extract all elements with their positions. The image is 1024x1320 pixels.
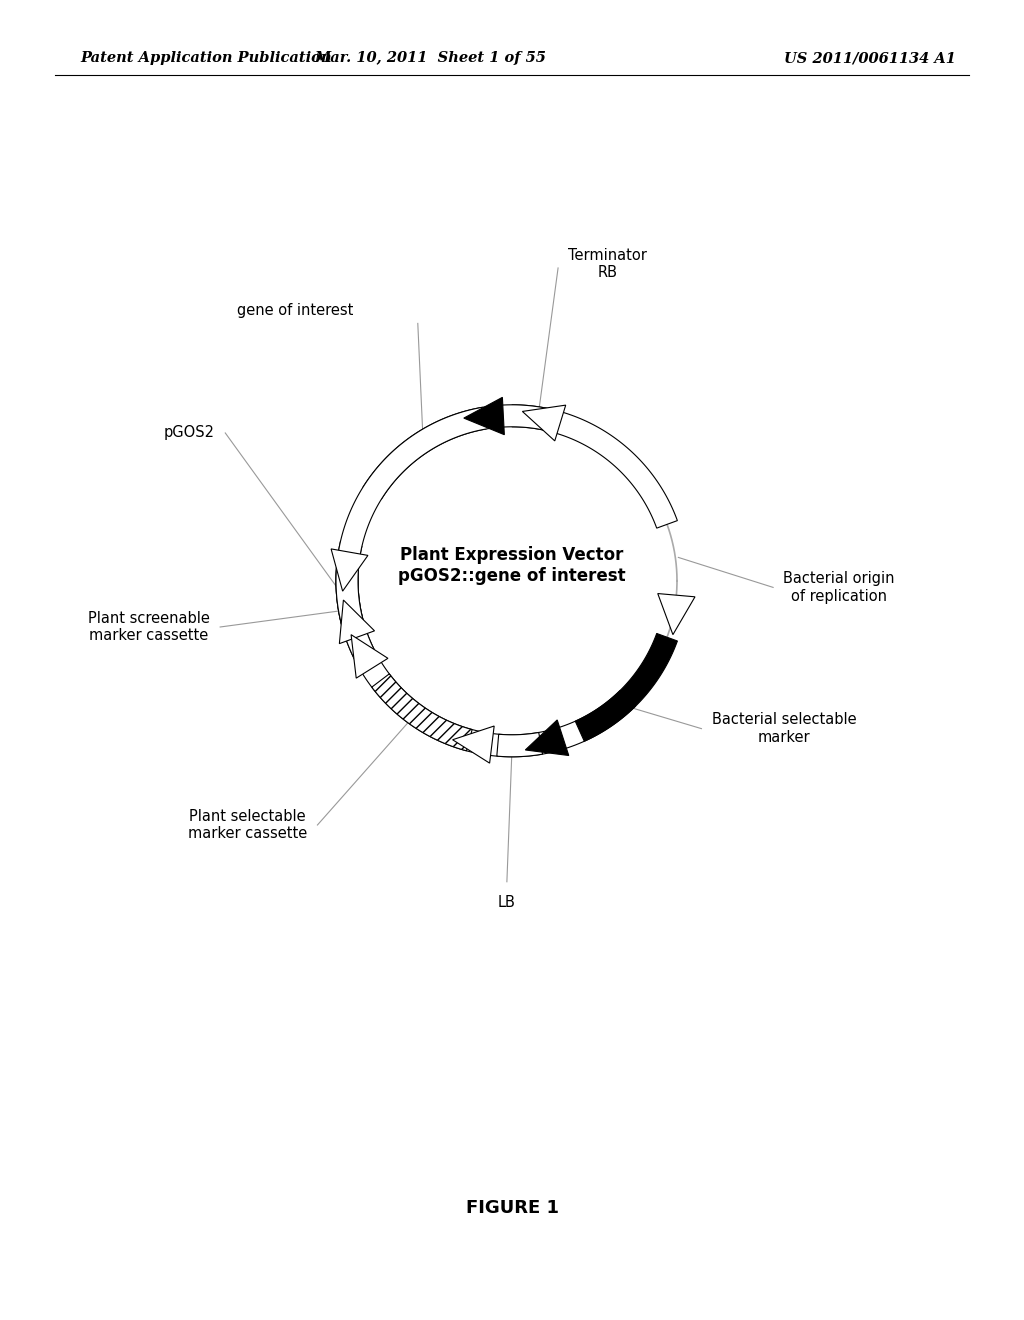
Polygon shape bbox=[522, 405, 565, 441]
Polygon shape bbox=[525, 719, 568, 755]
Text: Plant selectable
marker cassette: Plant selectable marker cassette bbox=[188, 809, 307, 841]
Text: pGOS2: pGOS2 bbox=[164, 425, 215, 441]
Text: Terminator
RB: Terminator RB bbox=[568, 248, 647, 280]
Polygon shape bbox=[362, 408, 486, 499]
Polygon shape bbox=[453, 726, 495, 763]
Text: Mar. 10, 2011  Sheet 1 of 55: Mar. 10, 2011 Sheet 1 of 55 bbox=[314, 51, 546, 65]
Text: Plant screenable
marker cassette: Plant screenable marker cassette bbox=[88, 611, 210, 643]
Polygon shape bbox=[336, 541, 364, 630]
Polygon shape bbox=[657, 594, 695, 635]
Text: Patent Application Publication: Patent Application Publication bbox=[80, 51, 332, 65]
Polygon shape bbox=[331, 549, 368, 591]
Polygon shape bbox=[372, 673, 472, 751]
Text: LB: LB bbox=[498, 895, 516, 909]
Text: Bacterial selectable
marker: Bacterial selectable marker bbox=[712, 713, 856, 744]
Polygon shape bbox=[336, 405, 678, 756]
Polygon shape bbox=[464, 397, 505, 434]
Text: US 2011/0061134 A1: US 2011/0061134 A1 bbox=[784, 51, 956, 65]
Text: FIGURE 1: FIGURE 1 bbox=[466, 1199, 558, 1217]
Polygon shape bbox=[497, 733, 543, 756]
Text: Plant Expression Vector
pGOS2::gene of interest: Plant Expression Vector pGOS2::gene of i… bbox=[398, 546, 626, 585]
Text: gene of interest: gene of interest bbox=[237, 302, 353, 318]
Polygon shape bbox=[512, 405, 557, 432]
Polygon shape bbox=[575, 634, 678, 742]
Polygon shape bbox=[336, 564, 376, 664]
Polygon shape bbox=[339, 601, 375, 644]
Polygon shape bbox=[351, 635, 388, 678]
Text: Bacterial origin
of replication: Bacterial origin of replication bbox=[783, 572, 895, 603]
